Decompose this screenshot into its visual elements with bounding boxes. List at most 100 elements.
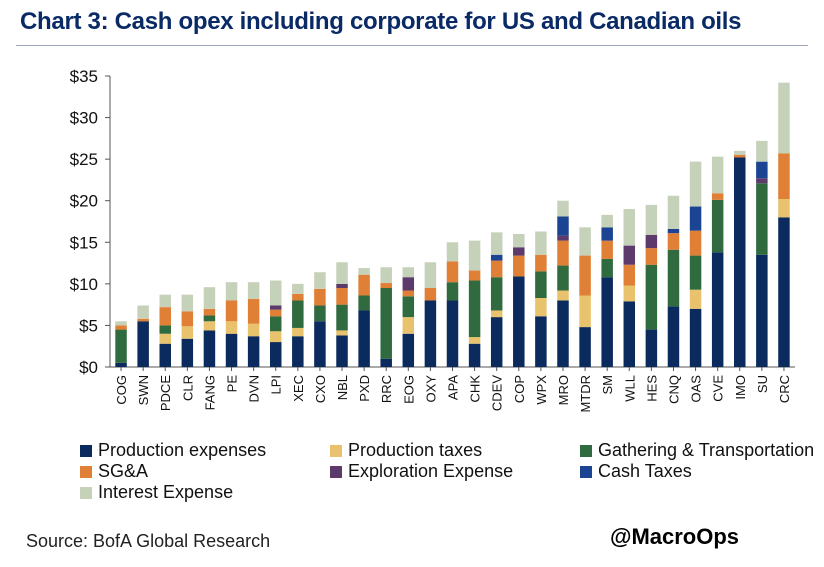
bar-segment bbox=[645, 248, 658, 265]
bar-segment bbox=[778, 82, 790, 154]
bar-segment bbox=[778, 217, 790, 367]
legend-swatch bbox=[580, 444, 592, 457]
bar-segment bbox=[756, 254, 768, 367]
bar-segment bbox=[645, 329, 658, 367]
bar-segment bbox=[535, 297, 547, 317]
x-tick-label: MRO bbox=[556, 375, 571, 405]
bar-segment bbox=[667, 233, 680, 250]
x-tick-label: SWN bbox=[136, 375, 151, 405]
bar-segment bbox=[336, 288, 348, 305]
legend-swatch bbox=[330, 444, 342, 457]
y-tick-label: $10 bbox=[70, 275, 98, 294]
bar-segment bbox=[247, 336, 260, 367]
bar-segment bbox=[292, 293, 304, 301]
bar-segment bbox=[225, 282, 238, 301]
x-tick-label: EOG bbox=[401, 375, 416, 404]
x-tick-label: FANG bbox=[202, 375, 217, 410]
bar-segment bbox=[336, 304, 348, 331]
bar-segment bbox=[601, 227, 613, 241]
y-tick-label: $25 bbox=[70, 150, 98, 169]
bar-segment bbox=[623, 209, 636, 246]
legend-item: Cash Taxes bbox=[580, 461, 692, 482]
x-tick-label: XEC bbox=[291, 375, 306, 402]
legend-item: Exploration Expense bbox=[330, 461, 513, 482]
source-note: Source: BofA Global Research bbox=[26, 531, 271, 551]
bar-segment bbox=[756, 178, 768, 184]
bar-segment bbox=[579, 255, 591, 296]
legend-label: SG&A bbox=[98, 461, 149, 481]
bar-segment bbox=[734, 150, 746, 155]
bar-segment bbox=[535, 231, 547, 255]
bar-segment bbox=[579, 295, 591, 328]
bar-segment bbox=[203, 321, 216, 331]
bar-segment bbox=[468, 280, 481, 338]
bar-segment bbox=[490, 277, 503, 311]
bar-segment bbox=[424, 300, 437, 367]
bar-segment bbox=[623, 301, 636, 367]
chart-title: Chart 3: Cash opex including corporate f… bbox=[20, 8, 742, 35]
legend-swatch bbox=[80, 465, 92, 478]
legend-swatch bbox=[80, 486, 92, 499]
x-tick-label: NBL bbox=[335, 375, 350, 400]
bar-segment bbox=[292, 327, 304, 337]
legend-label: Production taxes bbox=[348, 440, 483, 460]
bar-segment bbox=[623, 264, 636, 286]
bar-segment bbox=[225, 321, 238, 334]
bar-segment bbox=[115, 325, 127, 330]
bar-segment bbox=[711, 199, 724, 253]
legend-item: Interest Expense bbox=[80, 482, 233, 503]
y-tick-label: $20 bbox=[70, 192, 98, 211]
bar-segment bbox=[645, 204, 658, 235]
bar-segment bbox=[645, 234, 658, 249]
bar-segment bbox=[247, 282, 260, 299]
bar-segment bbox=[225, 333, 238, 367]
bar-segment bbox=[358, 274, 370, 296]
bar-segment bbox=[203, 308, 216, 316]
bar-segment bbox=[115, 362, 127, 367]
watermark-handle: @MacroOps bbox=[610, 524, 740, 549]
bar-segment bbox=[667, 195, 680, 229]
bar-segment bbox=[181, 294, 194, 312]
bar-segment bbox=[424, 288, 437, 301]
bar-segment bbox=[689, 255, 702, 290]
bar-segment bbox=[734, 157, 746, 367]
bar-segment bbox=[292, 300, 304, 328]
x-tick-label: RRC bbox=[379, 375, 394, 403]
bar-segment bbox=[490, 317, 503, 367]
bar-segment bbox=[711, 156, 724, 194]
title-bar: Chart 3: Cash opex including corporate f… bbox=[16, 4, 808, 46]
bar-segment bbox=[490, 254, 503, 261]
bar-segment bbox=[579, 327, 591, 367]
bar-segment bbox=[203, 287, 216, 309]
bar-segment bbox=[689, 230, 702, 256]
bar-segment bbox=[711, 193, 724, 200]
legend-item: Gathering & Transportation bbox=[580, 440, 814, 461]
bar-segment bbox=[689, 161, 702, 207]
x-tick-label: OXY bbox=[423, 375, 438, 403]
bar-segment bbox=[579, 227, 591, 256]
bar-segment bbox=[601, 240, 613, 259]
x-tick-label: CLR bbox=[180, 375, 195, 401]
bar-segment bbox=[734, 154, 746, 158]
legend-label: Cash Taxes bbox=[598, 461, 692, 481]
bar-segment bbox=[645, 264, 658, 330]
bar-segment bbox=[181, 311, 194, 327]
legend-item: Production taxes bbox=[330, 440, 482, 461]
bar-segment bbox=[181, 326, 194, 339]
bar-segment bbox=[468, 337, 481, 344]
bar-segment bbox=[137, 318, 149, 322]
x-tick-label: CXO bbox=[313, 375, 328, 403]
legend-item: SG&A bbox=[80, 461, 148, 482]
bar-segment bbox=[402, 290, 415, 297]
bar-segment bbox=[623, 285, 636, 302]
bar-segment bbox=[535, 316, 547, 367]
bar-segment bbox=[689, 206, 702, 231]
bar-segment bbox=[336, 330, 348, 336]
bar-segment bbox=[535, 271, 547, 298]
bar-segment bbox=[557, 216, 569, 236]
bar-segment bbox=[269, 305, 282, 310]
bar-segment bbox=[557, 235, 569, 241]
bar-segment bbox=[711, 252, 724, 367]
y-tick-label: $0 bbox=[79, 358, 98, 377]
